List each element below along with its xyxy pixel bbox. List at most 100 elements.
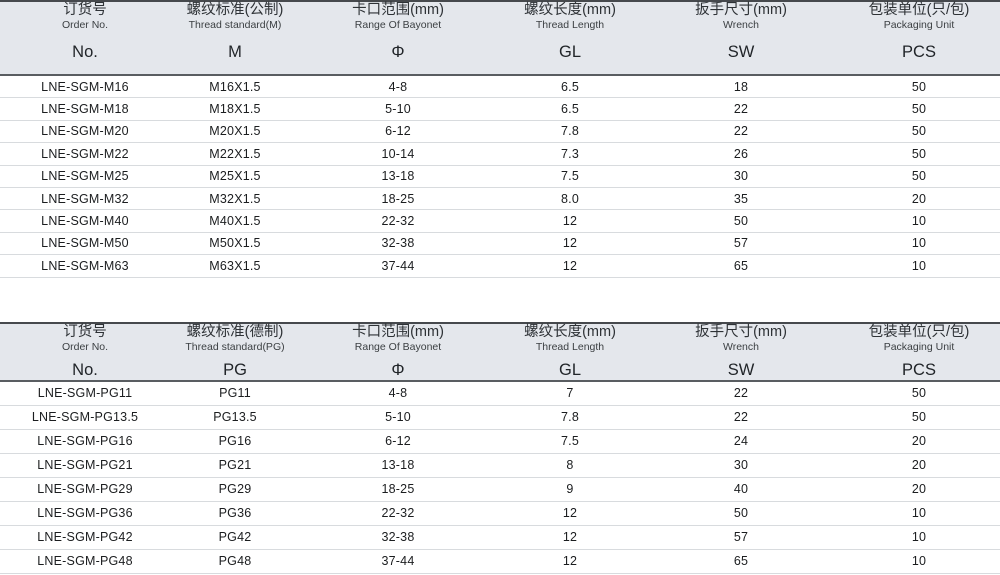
table-cell: LNE-SGM-M25	[0, 165, 170, 188]
column-header-symbol: No.	[72, 43, 98, 61]
column-header-en-label: Order No.	[61, 340, 109, 353]
table-cell: LNE-SGM-M16	[0, 75, 170, 99]
table-cell: LNE-SGM-M50	[0, 232, 170, 256]
table-cell: 7.5	[496, 429, 644, 454]
table-cell: M50X1.5	[170, 232, 300, 256]
table-cell: 5-10	[300, 405, 496, 430]
table-cell: 50	[838, 380, 1000, 406]
table-cell: 18	[644, 75, 838, 99]
table-cell: LNE-SGM-M18	[0, 97, 170, 121]
table-cell: 30	[644, 165, 838, 188]
table-cell: 32-38	[300, 525, 496, 550]
table-cell: 5-10	[300, 97, 496, 121]
header-row: 订货号 Order No. No. 螺纹标准(德制) Thread standard(P…	[0, 321, 1000, 382]
table-row: LNE-SGM-M50 M50X1.5 32-38 12 57 10	[0, 232, 1000, 256]
column-header: 螺纹标准(公制) Thread standard(M) M	[170, 0, 300, 76]
table-cell: LNE-SGM-M40	[0, 209, 170, 233]
table-cell: 22-32	[300, 501, 496, 526]
table-cell: PG11	[170, 380, 300, 406]
table-row: LNE-SGM-PG48 PG48 37-44 12 65 10	[0, 549, 1000, 574]
column-header-cn-label: 螺纹长度(mm)	[524, 2, 616, 18]
table-cell: M16X1.5	[170, 75, 300, 99]
table-row: LNE-SGM-M20 M20X1.5 6-12 7.8 22 50	[0, 120, 1000, 144]
column-header-symbol: Φ	[391, 360, 405, 379]
table-cell: 20	[838, 187, 1000, 211]
column-header-en-label: Wrench	[723, 340, 759, 353]
column-header-en-label: Range Of Bayonet	[354, 340, 442, 353]
table-cell: 24	[644, 429, 838, 454]
table-cell: LNE-SGM-M63	[0, 254, 170, 278]
table-cell: M22X1.5	[170, 142, 300, 166]
table-cell: 65	[644, 549, 838, 574]
table-cell: 65	[644, 254, 838, 278]
table-cell: 12	[496, 525, 644, 550]
table-cell: 22-32	[300, 209, 496, 233]
table-cell: 30	[644, 453, 838, 478]
column-header: 扳手尺寸(mm) Wrench SW	[644, 321, 838, 382]
table-cell: 4-8	[300, 75, 496, 99]
table-cell: M25X1.5	[170, 165, 300, 188]
table-cell: 40	[644, 477, 838, 502]
spec-table: 订货号 Order No. No. 螺纹标准(德制) Thread standard(P…	[0, 321, 1000, 574]
table-cell: 50	[838, 75, 1000, 99]
table-cell: 8.0	[496, 187, 644, 211]
column-header-cn-label: 包装单位(只/包)	[868, 323, 970, 340]
table-cell: LNE-SGM-M32	[0, 187, 170, 211]
column-header-symbol: SW	[727, 43, 755, 61]
table-cell: LNE-SGM-PG36	[0, 501, 170, 526]
column-header-symbol: PCS	[902, 360, 936, 379]
table-cell: LNE-SGM-PG29	[0, 477, 170, 502]
table-cell: M18X1.5	[170, 97, 300, 121]
table-cell: 20	[838, 453, 1000, 478]
column-header-symbol: GL	[558, 43, 581, 61]
table-row: LNE-SGM-M18 M18X1.5 5-10 6.5 22 50	[0, 97, 1000, 121]
table-cell: LNE-SGM-PG21	[0, 453, 170, 478]
column-header-cn-label: 订货号	[63, 2, 107, 18]
table-cell: 10	[838, 209, 1000, 233]
column-header: 螺纹长度(mm) Thread Length GL	[496, 0, 644, 76]
column-header-en-label: Wrench	[723, 19, 759, 31]
table-cell: 13-18	[300, 165, 496, 188]
column-header-symbol: PG	[223, 360, 247, 379]
column-header-en-label: Packaging Unit	[883, 19, 955, 31]
table-cell: 22	[644, 405, 838, 430]
table-cell: 50	[644, 501, 838, 526]
table-cell: 12	[496, 254, 644, 278]
header-row: 订货号 Order No. No. 螺纹标准(公制) Thread standard(M…	[0, 0, 1000, 76]
table-cell: 18-25	[300, 477, 496, 502]
column-header: 包装单位(只/包) Packaging Unit PCS	[838, 321, 1000, 382]
table-cell: 7.5	[496, 165, 644, 188]
table-cell: 10	[838, 549, 1000, 574]
table-cell: M63X1.5	[170, 254, 300, 278]
column-header-en-label: Thread standard(M)	[188, 19, 282, 31]
column-header-symbol: SW	[727, 360, 755, 379]
table-cell: 50	[838, 405, 1000, 430]
column-header-cn-label: 卡口范围(mm)	[352, 2, 444, 18]
column-header-en-label: Thread Length	[535, 19, 605, 31]
table-cell: 6.5	[496, 97, 644, 121]
table-cell: LNE-SGM-M20	[0, 120, 170, 144]
column-header-cn-label: 螺纹长度(mm)	[524, 323, 616, 340]
table-cell: 50	[644, 209, 838, 233]
table-cell: PG29	[170, 477, 300, 502]
table-cell: 57	[644, 525, 838, 550]
table-cell: 18-25	[300, 187, 496, 211]
table-cell: 50	[838, 165, 1000, 188]
table-cell: 12	[496, 501, 644, 526]
spec-table: 订货号 Order No. No. 螺纹标准(公制) Thread standard(M…	[0, 0, 1000, 278]
table-cell: M32X1.5	[170, 187, 300, 211]
table-cell: 6-12	[300, 429, 496, 454]
table-cell: 8	[496, 453, 644, 478]
table-cell: 12	[496, 232, 644, 256]
table-cell: 50	[838, 120, 1000, 144]
column-header: 卡口范围(mm) Range Of Bayonet Φ	[300, 321, 496, 382]
table-cell: LNE-SGM-PG48	[0, 549, 170, 574]
table-row: LNE-SGM-PG11 PG11 4-8 7 22 50	[0, 380, 1000, 406]
column-header: 螺纹长度(mm) Thread Length GL	[496, 321, 644, 382]
column-header: 订货号 Order No. No.	[0, 321, 170, 382]
table-cell: 10	[838, 525, 1000, 550]
table-cell: PG36	[170, 501, 300, 526]
column-header-en-label: Thread standard(PG)	[185, 340, 285, 353]
table-cell: 6-12	[300, 120, 496, 144]
